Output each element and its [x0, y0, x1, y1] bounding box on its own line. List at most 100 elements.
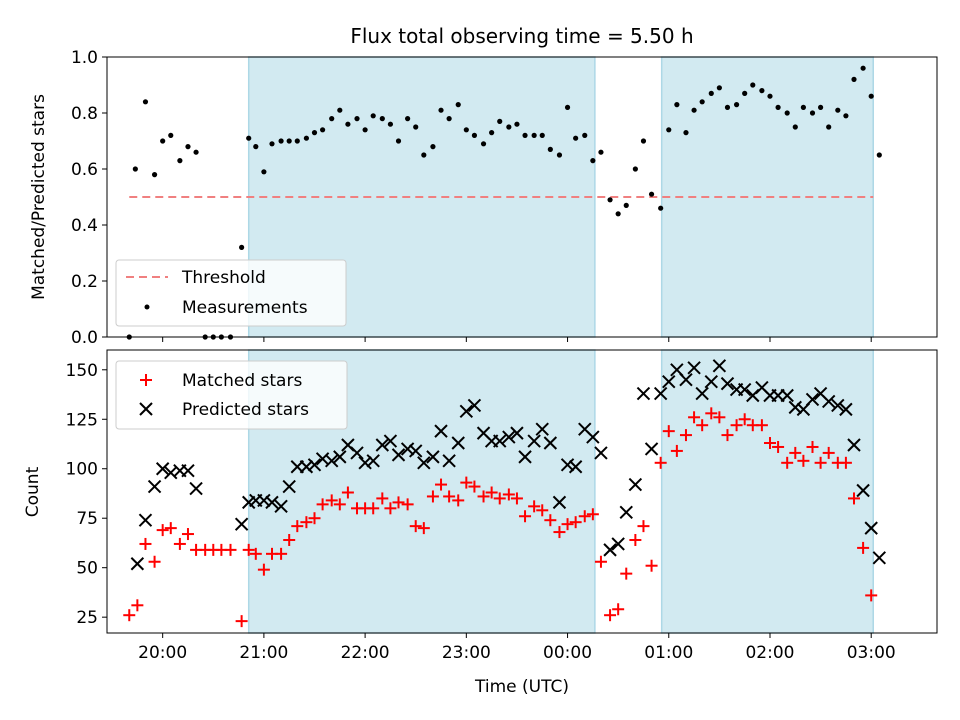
predicted-point [568, 460, 583, 474]
predicted-point-b [831, 398, 845, 413]
predicted-point-b [847, 438, 861, 452]
measurement-point [716, 85, 722, 91]
xtick-label: 21:00 [239, 643, 288, 663]
matched-point [477, 490, 490, 503]
predicted-point-b [234, 517, 249, 531]
predicted-point-b [805, 392, 820, 407]
predicted-point [518, 450, 532, 464]
matched-point [242, 543, 255, 556]
top-ytick-label: 0.0 [71, 328, 98, 348]
predicted-point-b [426, 450, 440, 464]
matched-point [173, 537, 186, 550]
matched-point [772, 440, 785, 453]
predicted-point [493, 434, 507, 448]
matched-point [696, 419, 709, 432]
measurement-point [160, 138, 166, 144]
predicted-point-b [442, 454, 456, 468]
measurement-point [497, 118, 503, 124]
predicted-point-b [628, 477, 643, 492]
matched-point [688, 411, 701, 424]
predicted-point [130, 557, 145, 571]
measurement-point [463, 127, 469, 133]
measurement-point [733, 102, 740, 108]
matched-point [275, 547, 288, 560]
predicted-point [282, 479, 296, 494]
predicted-point [274, 499, 288, 514]
measurement-point [489, 130, 495, 136]
measurement-point [319, 127, 326, 133]
matched-point [384, 502, 397, 515]
predicted-point [417, 456, 431, 470]
predicted-point-b [147, 479, 162, 494]
matched-point [604, 609, 617, 622]
top-ytick-label: 0.4 [71, 216, 98, 236]
matched-point [367, 502, 380, 515]
predicted-point-b [325, 454, 339, 468]
legend-matched-swatch [140, 374, 152, 386]
predicted-point-b [493, 434, 507, 448]
matched-point [797, 454, 810, 467]
predicted-point [543, 436, 558, 450]
measurement-point [547, 146, 553, 152]
count-ylabel: Count [23, 466, 43, 517]
bot-ytick-label: 25 [76, 608, 98, 628]
measurement-point [337, 107, 343, 113]
predicted-point [636, 386, 651, 401]
measurement-point [345, 121, 351, 127]
predicted-point-b [839, 402, 853, 417]
measurement-point [362, 127, 368, 133]
predicted-point-b [712, 359, 727, 373]
predicted-point-b [502, 430, 516, 444]
measurement-point [354, 116, 360, 122]
measurement-point [239, 244, 245, 250]
matched-point [148, 555, 161, 568]
predicted-point [737, 382, 752, 397]
bot-ytick-label: 125 [66, 410, 98, 430]
predicted-point [831, 398, 845, 413]
predicted-point [358, 456, 372, 470]
predicted-point-b [679, 372, 693, 387]
predicted-point [805, 392, 820, 407]
predicted-point-b [856, 483, 870, 498]
measurement-point [868, 93, 874, 99]
measurement-point [767, 93, 773, 99]
predicted-point-b [653, 386, 668, 401]
predicted-point [391, 448, 406, 462]
measurement-point [632, 166, 638, 172]
measurement-point [446, 116, 452, 122]
measurement-point [142, 99, 149, 105]
top-ytick-label: 0.6 [71, 160, 98, 180]
predicted-point-b [350, 446, 364, 460]
predicted-point [695, 386, 709, 401]
predicted-point [350, 446, 364, 460]
measurement-point [623, 202, 629, 208]
predicted-point [467, 398, 482, 413]
predicted-point [409, 444, 423, 458]
predicted-point-b [872, 551, 887, 565]
measurement-point [809, 110, 816, 116]
ratio-legend: Threshold Measurements [115, 259, 347, 327]
xtick-label: 00:00 [543, 643, 592, 663]
measurement-point [303, 135, 310, 141]
predicted-point [459, 404, 474, 419]
predicted-point-b [611, 537, 625, 551]
predicted-point-b [704, 374, 718, 389]
measurement-point [168, 132, 174, 138]
measurement-point [573, 135, 579, 141]
measurement-point [177, 158, 183, 164]
matched-point [679, 429, 692, 442]
matched-point [594, 555, 607, 568]
predicted-point-b [670, 363, 684, 377]
predicted-point-b [409, 444, 423, 458]
matched-point [417, 522, 430, 535]
measurement-point [556, 152, 563, 158]
matched-point [283, 533, 296, 546]
measurement-point [784, 110, 790, 116]
matched-point [755, 419, 768, 432]
measurement-point [724, 104, 731, 110]
matched-point [612, 603, 625, 616]
predicted-point-b [307, 458, 322, 472]
predicted-point-b [476, 426, 491, 440]
predicted-point-b [257, 493, 271, 508]
